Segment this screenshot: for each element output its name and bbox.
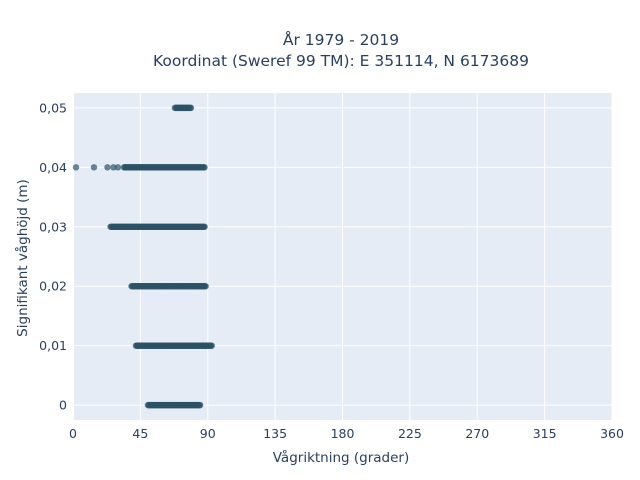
data-point [201,223,208,230]
x-tick-label: 45 [132,426,148,441]
x-tick-label: 225 [398,426,422,441]
data-point [110,164,117,171]
data-point [114,164,122,171]
x-tick-label: 270 [465,426,489,441]
x-tick-label: 135 [263,426,287,441]
y-tick-label: 0,01 [39,338,67,353]
data-point [197,401,204,409]
y-tick-label: 0,02 [39,279,67,294]
y-tick-labels: 0 0,01 0,02 0,03 0,04 0,05 [39,100,67,412]
data-point [201,164,208,171]
x-tick-label: 0 [69,426,77,441]
x-tick-label: 180 [331,426,355,441]
x-tick-label: 360 [600,426,624,441]
y-axis-title: Signifikant våghöjd (m) [14,179,31,337]
chart-title: År 1979 - 2019 [283,30,399,49]
data-points [72,104,216,409]
data-point [90,164,98,171]
x-axis-title: Vågriktning (grader) [273,449,410,466]
data-point [202,283,210,290]
data-point [208,342,216,349]
data-point [187,104,195,112]
x-tick-label: 90 [200,426,216,441]
y-tick-label: 0,03 [39,219,67,234]
y-tick-label: 0,05 [39,100,67,115]
data-point [104,164,111,171]
y-tick-label: 0 [59,398,67,413]
data-point [72,164,80,171]
chart-subtitle: Koordinat (Sweref 99 TM): E 351114, N 61… [153,52,529,70]
y-tick-label: 0,04 [39,160,67,175]
x-tick-label: 315 [533,426,557,441]
x-tick-labels: 0 45 90 135 180 225 270 315 360 [69,426,624,441]
